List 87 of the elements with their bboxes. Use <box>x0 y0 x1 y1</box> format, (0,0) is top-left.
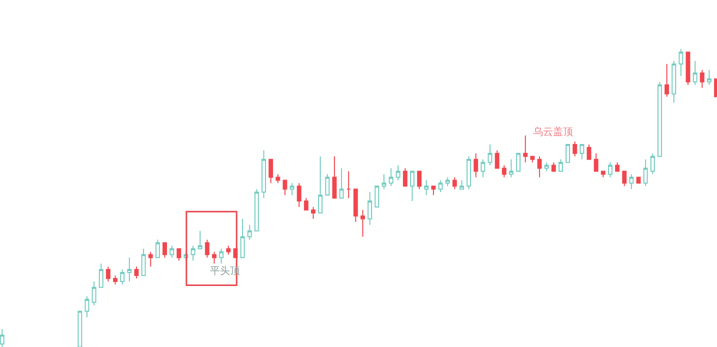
annotation: 乌云盖顶 <box>533 126 573 138</box>
candlestick <box>622 170 627 187</box>
candlestick <box>686 52 690 86</box>
candlestick <box>304 198 308 210</box>
candlestick <box>204 239 210 258</box>
candlestick <box>580 144 584 160</box>
candlestick <box>368 192 372 226</box>
candlestick <box>523 135 528 163</box>
candlestick <box>615 162 620 172</box>
candlestick <box>692 60 698 86</box>
candlestick <box>410 170 414 202</box>
candlestick <box>402 168 408 187</box>
candlestick <box>502 164 506 178</box>
candlestick <box>198 230 202 250</box>
candlestick <box>382 174 386 190</box>
candlestick <box>318 156 323 214</box>
candlestick <box>360 209 365 238</box>
candlestick <box>438 180 443 193</box>
candlestick <box>494 150 500 169</box>
candlestick <box>332 156 337 199</box>
candlestick <box>516 152 521 172</box>
candlestick <box>678 48 684 76</box>
candlestick <box>566 144 570 163</box>
candlestick <box>544 162 549 172</box>
candlestick <box>268 158 274 184</box>
candlestick <box>445 176 450 187</box>
candlestick <box>488 144 492 166</box>
candlestick <box>643 158 648 187</box>
candlestick <box>572 140 578 157</box>
candlestick <box>474 152 478 178</box>
candlestick <box>170 245 174 258</box>
candlestick <box>311 206 316 220</box>
candlestick <box>650 152 655 175</box>
candlestick <box>219 248 224 264</box>
candlestick <box>148 251 153 268</box>
candlestick <box>346 170 351 199</box>
candlestick <box>339 168 344 199</box>
candlestick <box>176 248 182 262</box>
candlestick <box>120 269 125 285</box>
candlestick <box>551 162 556 172</box>
candlestick <box>155 239 160 258</box>
candlestick <box>262 150 266 199</box>
candlestick <box>162 242 167 258</box>
candlestick <box>388 168 394 187</box>
candlestick <box>657 81 662 157</box>
candlestick <box>226 245 231 256</box>
candlestick <box>134 266 139 279</box>
candlestick <box>127 257 132 282</box>
candlestick <box>452 176 457 190</box>
candlestick <box>600 170 606 178</box>
candlestick <box>296 182 302 208</box>
candlestick <box>466 156 472 190</box>
candlestick <box>353 188 358 222</box>
candlestick <box>431 186 436 196</box>
candlestick <box>212 251 216 264</box>
candlestick <box>664 64 670 98</box>
candlestick <box>558 158 563 172</box>
candlestick <box>424 180 429 196</box>
candlestick <box>247 224 252 240</box>
candlestick <box>290 182 294 196</box>
candlestick <box>460 180 464 190</box>
candlestick <box>706 70 712 86</box>
candlestick <box>509 158 514 178</box>
candlestick <box>396 164 400 181</box>
candlestick <box>325 174 330 196</box>
candlestick <box>530 156 535 163</box>
candlestick <box>608 162 612 178</box>
candlestick <box>113 275 118 285</box>
candlestick <box>282 180 288 196</box>
candlestick <box>594 152 598 172</box>
candlestick <box>276 174 280 184</box>
candlestick <box>190 245 196 262</box>
candlestick <box>84 296 90 318</box>
candlestick <box>374 186 380 208</box>
candlestick <box>586 144 592 160</box>
candlestick <box>92 280 96 306</box>
candlestick <box>98 263 104 288</box>
candlestick <box>417 170 422 190</box>
candlestick <box>537 156 542 178</box>
candlestick <box>254 188 259 232</box>
candlestick <box>240 218 245 258</box>
candlestick <box>629 174 634 190</box>
candlestick <box>480 158 486 178</box>
candlestick <box>672 60 676 104</box>
candlestick <box>700 70 704 88</box>
candlestick <box>141 248 146 276</box>
candlestick <box>106 266 110 282</box>
